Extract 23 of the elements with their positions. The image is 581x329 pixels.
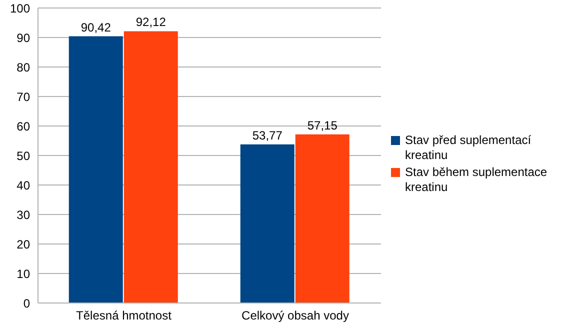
y-tick-label: 60 [16, 119, 30, 134]
bar [240, 144, 294, 303]
y-tick-label: 10 [16, 266, 30, 281]
y-tick-label: 40 [16, 178, 30, 192]
y-tick-label: 20 [16, 237, 30, 252]
legend-label: Stav před suplementací kreatinu [405, 132, 532, 162]
data-label: 92,12 [136, 15, 166, 30]
bar [295, 134, 350, 303]
data-label: 90,42 [80, 20, 112, 34]
bar [124, 31, 178, 303]
y-tick-label: 70 [16, 90, 30, 104]
legend-label: Stav během suplementace kreatinu [405, 164, 548, 194]
y-tick-label: 30 [16, 208, 30, 222]
y-tick-label: 50 [16, 148, 30, 163]
data-label: 57,15 [307, 118, 338, 132]
y-tick-label: 80 [16, 60, 30, 74]
bar [68, 36, 123, 303]
y-tick-label: 90 [16, 30, 30, 45]
y-tick-label: 0 [23, 296, 30, 310]
x-tick-label: Tělesná hmotnost [76, 308, 172, 323]
data-label: 53,77 [252, 128, 283, 142]
x-tick-label: Celkový obsah vody [242, 308, 349, 323]
y-tick-label: 100 [10, 1, 30, 16]
